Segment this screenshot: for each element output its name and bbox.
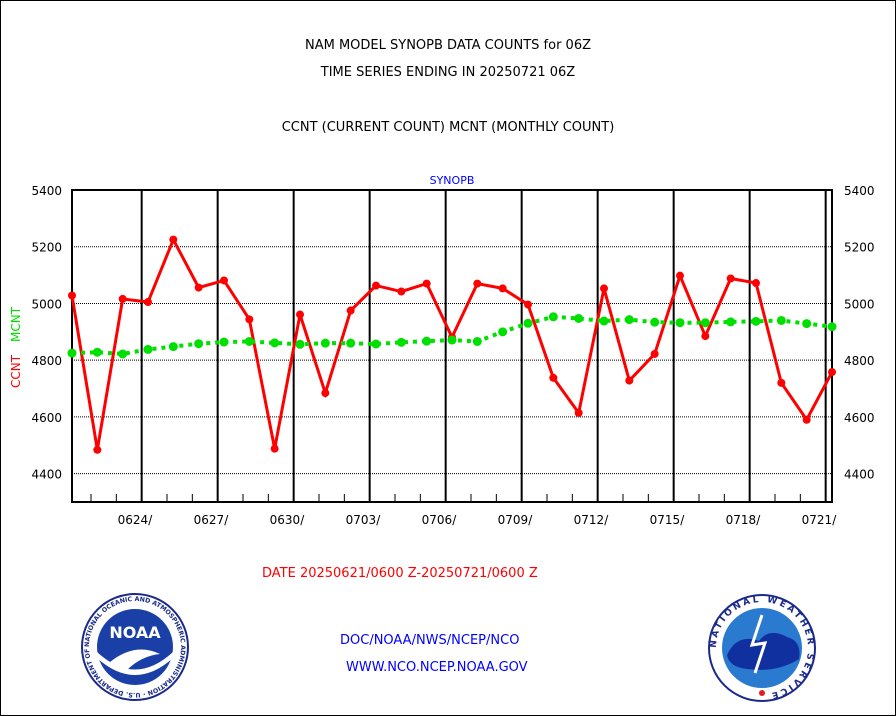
y-tick-label-right: 4600: [844, 411, 875, 425]
y-tick-label-left: 5200: [31, 241, 62, 255]
y-tick-label-left: 5000: [31, 297, 62, 311]
ccnt-point: [701, 332, 710, 341]
mcnt-point: [92, 347, 102, 357]
mcnt-point: [67, 348, 77, 358]
x-tick-label: 0721/: [802, 513, 838, 527]
mcnt-point: [447, 335, 457, 345]
ccnt-point: [93, 445, 102, 454]
x-tick-label: 0703/: [346, 513, 382, 527]
mcnt-point: [219, 337, 229, 347]
x-tick-label: 0630/: [270, 513, 306, 527]
ccnt-line: [70, 236, 834, 451]
ccnt-point: [194, 283, 203, 292]
x-tick-label: 0715/: [650, 513, 686, 527]
mcnt-point: [523, 318, 533, 328]
x-tick-label: 0706/: [422, 513, 458, 527]
mcnt-point: [194, 339, 204, 349]
ccnt-point: [676, 271, 684, 280]
ccnt-point: [498, 284, 507, 293]
legend-line: CCNT (CURRENT COUNT) MCNT (MONTHLY COUNT…: [281, 120, 615, 135]
ccnt-point: [296, 310, 304, 319]
mcnt-point: [472, 336, 482, 346]
mcnt-point: [396, 337, 406, 347]
mcnt-point: [726, 317, 736, 327]
ccnt-point: [726, 274, 735, 283]
mcnt-point: [422, 336, 432, 346]
ccnt-point: [346, 306, 355, 315]
ylabel-ccnt: CCNT: [9, 354, 23, 388]
mcnt-point: [244, 336, 254, 346]
mcnt-point: [700, 318, 710, 328]
org-path-link[interactable]: DOC/NOAA/NWS/NCEP/NCO: [340, 633, 520, 648]
ccnt-point: [118, 294, 127, 303]
mcnt-point: [346, 338, 356, 348]
ccnt-point: [650, 349, 659, 358]
website-link[interactable]: WWW.NCO.NCEP.NOAA.GOV: [346, 660, 528, 675]
mcnt-point: [624, 315, 634, 325]
ccnt-point: [600, 284, 608, 293]
plot-frame: [71, 189, 833, 503]
ccnt-point: [245, 315, 254, 324]
noaa-logo: NATIONAL OCEANIC AND ATMOSPHERIC ADMINIS…: [80, 592, 189, 701]
ccnt-point: [422, 279, 431, 288]
mcnt-point: [751, 316, 761, 326]
mcnt-point: [650, 317, 660, 327]
ccnt-point: [549, 373, 558, 382]
y-tick-label-right: 4800: [844, 354, 875, 368]
x-tick-label: 0627/: [194, 513, 230, 527]
x-tick-label: 0624/: [118, 513, 154, 527]
ccnt-point: [321, 389, 330, 398]
y-tick-label-left: 4600: [31, 411, 62, 425]
y-tick-label-right: 5400: [844, 184, 875, 198]
mcnt-point: [168, 342, 178, 352]
ylabel-mcnt: MCNT: [9, 306, 23, 342]
ccnt-point: [752, 279, 760, 288]
ccnt-point: [397, 287, 406, 296]
ccnt-point: [372, 281, 380, 290]
y-tick-label-right: 5200: [844, 241, 875, 255]
noaa-logo-text: NOAA: [109, 623, 161, 642]
ccnt-point: [777, 378, 786, 387]
mcnt-point: [827, 322, 837, 332]
ccnt-point: [625, 376, 634, 385]
mcnt-point: [776, 315, 786, 325]
mcnt-point: [802, 319, 812, 329]
ccnt-point: [169, 235, 178, 244]
mcnt-point: [574, 313, 584, 323]
mcnt-point: [320, 338, 330, 348]
chart-title-line2: TIME SERIES ENDING IN 20250721 06Z: [320, 65, 576, 80]
ccnt-point: [524, 300, 532, 309]
x-tick-label: 0709/: [498, 513, 534, 527]
x-tick-label: 0712/: [574, 513, 610, 527]
mcnt-point: [270, 338, 280, 348]
date-range: DATE 20250621/0600 Z-20250721/0600 Z: [262, 566, 538, 581]
y-tick-label-left: 4800: [31, 354, 62, 368]
chart-subtitle: SYNOPB: [430, 174, 475, 187]
mcnt-point: [371, 339, 381, 349]
y-tick-label-left: 5400: [31, 184, 62, 198]
ccnt-point: [828, 368, 836, 377]
mcnt-point: [498, 327, 508, 337]
mcnt-point: [295, 339, 305, 349]
y-tick-label-right: 4400: [844, 468, 875, 482]
ccnt-point: [68, 291, 76, 300]
ccnt-point: [473, 279, 482, 288]
y-tick-label-left: 4400: [31, 468, 62, 482]
ccnt-point: [220, 276, 228, 285]
ccnt-point: [144, 298, 152, 307]
ccnt-point: [270, 444, 279, 453]
ccnt-point: [802, 415, 811, 424]
mcnt-point: [118, 349, 128, 359]
y-tick-label-right: 5000: [844, 297, 875, 311]
x-tick-label: 0718/: [726, 513, 762, 527]
nws-logo: NATIONAL WEATHER SERVICE: [708, 594, 816, 702]
mcnt-point: [548, 312, 558, 322]
mcnt-point: [143, 344, 153, 354]
chart-title-line1: NAM MODEL SYNOPB DATA COUNTS for 06Z: [304, 38, 591, 53]
ccnt-point: [574, 408, 583, 417]
mcnt-point: [675, 318, 685, 328]
mcnt-point: [599, 316, 609, 326]
